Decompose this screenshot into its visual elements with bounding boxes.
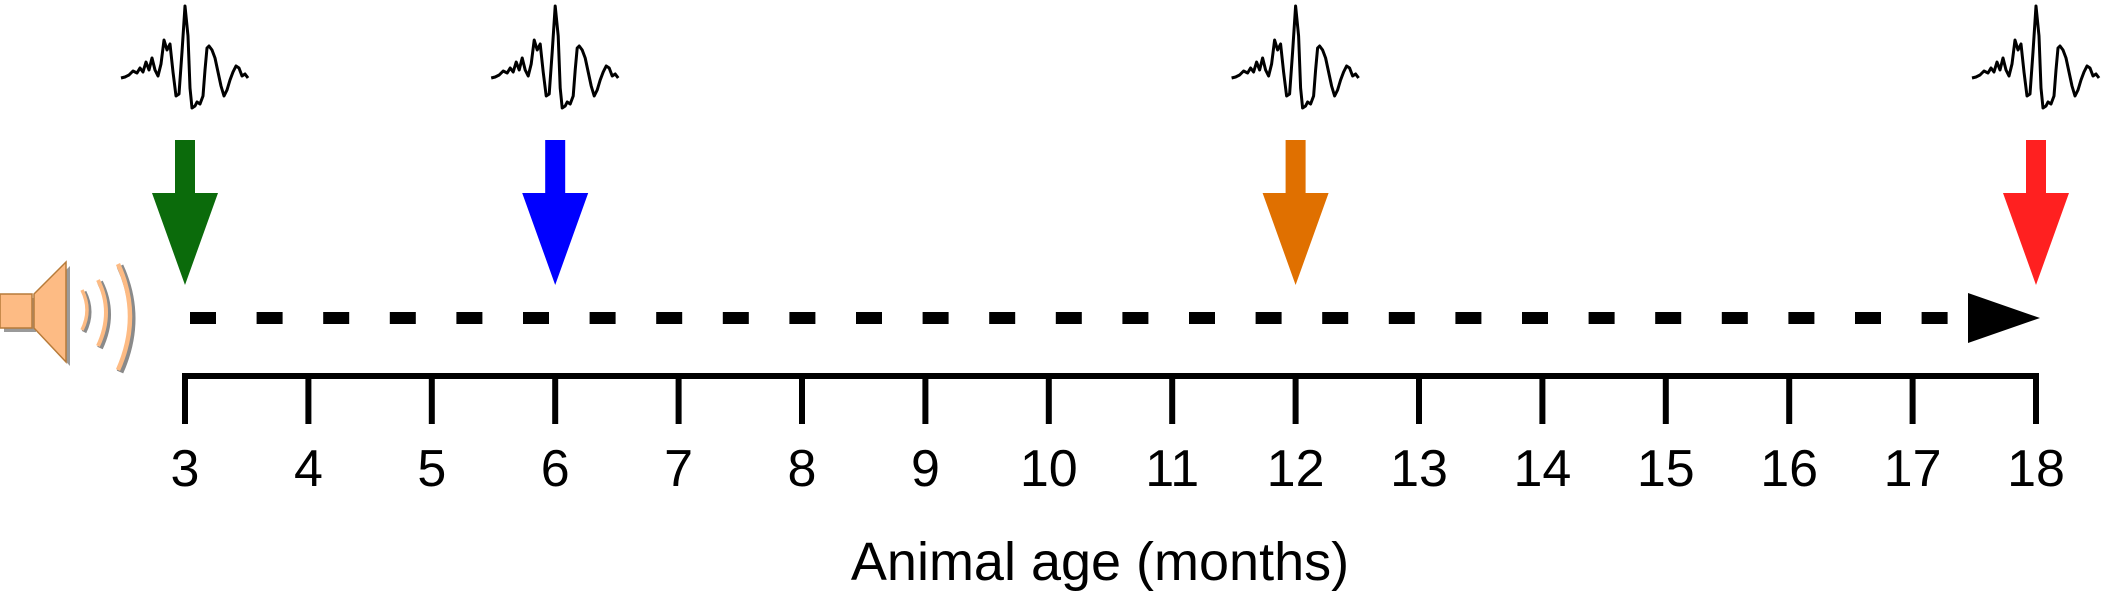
timeline-arrowhead bbox=[1968, 293, 2040, 343]
recording-marker bbox=[1971, 4, 2101, 285]
tick-label: 5 bbox=[417, 440, 446, 498]
timeline-dash bbox=[589, 312, 616, 324]
timeline-dash bbox=[1122, 312, 1149, 324]
tick-label: 3 bbox=[171, 440, 200, 498]
timeline-dash bbox=[656, 312, 683, 324]
timeline-dash bbox=[523, 312, 549, 324]
timeline-dash bbox=[722, 312, 749, 324]
tick-label: 4 bbox=[294, 440, 323, 498]
waveform-icon bbox=[1231, 4, 1360, 110]
recording-arrow bbox=[1262, 140, 1329, 285]
timeline-dash bbox=[256, 312, 283, 324]
timeline-dash bbox=[1788, 312, 1815, 324]
tick-label: 14 bbox=[1513, 440, 1571, 498]
timeline-dash bbox=[389, 312, 416, 324]
timeline-dash bbox=[456, 312, 483, 324]
recording-marker bbox=[490, 4, 620, 285]
tick-label: 8 bbox=[788, 440, 817, 498]
dashed-timeline bbox=[190, 312, 1948, 324]
timeline-dash bbox=[1721, 312, 1748, 324]
recording-marker bbox=[120, 4, 250, 285]
tick-label: 12 bbox=[1267, 440, 1325, 498]
timeline-dash bbox=[1522, 312, 1548, 324]
tick-label: 13 bbox=[1390, 440, 1448, 498]
tick-label: 7 bbox=[664, 440, 693, 498]
tick-label: 15 bbox=[1637, 440, 1695, 498]
timeline-dash bbox=[1655, 312, 1682, 324]
tick-label: 18 bbox=[2007, 440, 2065, 498]
timeline-dash bbox=[1055, 312, 1082, 324]
timeline-dash bbox=[1921, 312, 1948, 324]
waveform-icon bbox=[490, 4, 620, 110]
recording-arrow bbox=[152, 140, 218, 285]
axis-title: Animal age (months) bbox=[851, 532, 1349, 592]
speaker-icon bbox=[0, 260, 136, 374]
waveform-icon bbox=[120, 4, 250, 110]
timeline-dash bbox=[856, 312, 882, 324]
timeline-dash bbox=[1322, 312, 1349, 324]
tick-label: 6 bbox=[541, 440, 570, 498]
age-axis: 3 4 5 6 7 8 9 10 11 12 13 14 15 16 17 18 bbox=[171, 373, 2065, 498]
tick-label: 11 bbox=[1145, 440, 1199, 498]
timeline-dash bbox=[323, 312, 350, 324]
timeline-dash bbox=[1455, 312, 1482, 324]
timeline-dash bbox=[1588, 312, 1615, 324]
timeline-dash bbox=[190, 312, 216, 324]
tick-label: 10 bbox=[1020, 440, 1078, 498]
tick-label: 17 bbox=[1884, 440, 1942, 498]
recording-arrow bbox=[2003, 140, 2069, 285]
recording-arrow bbox=[522, 140, 589, 285]
tick-label: 9 bbox=[911, 440, 940, 498]
waveform-icon bbox=[1971, 4, 2101, 110]
recording-marker bbox=[1231, 4, 1360, 285]
timeline-dash bbox=[1255, 312, 1282, 324]
timeline-dash bbox=[1189, 312, 1215, 324]
timeline-dash bbox=[989, 312, 1016, 324]
timeline-dash bbox=[1388, 312, 1415, 324]
tick-label: 16 bbox=[1760, 440, 1818, 498]
timeline-dash bbox=[789, 312, 816, 324]
timeline-dash bbox=[1855, 312, 1881, 324]
timeline-dash bbox=[922, 312, 949, 324]
